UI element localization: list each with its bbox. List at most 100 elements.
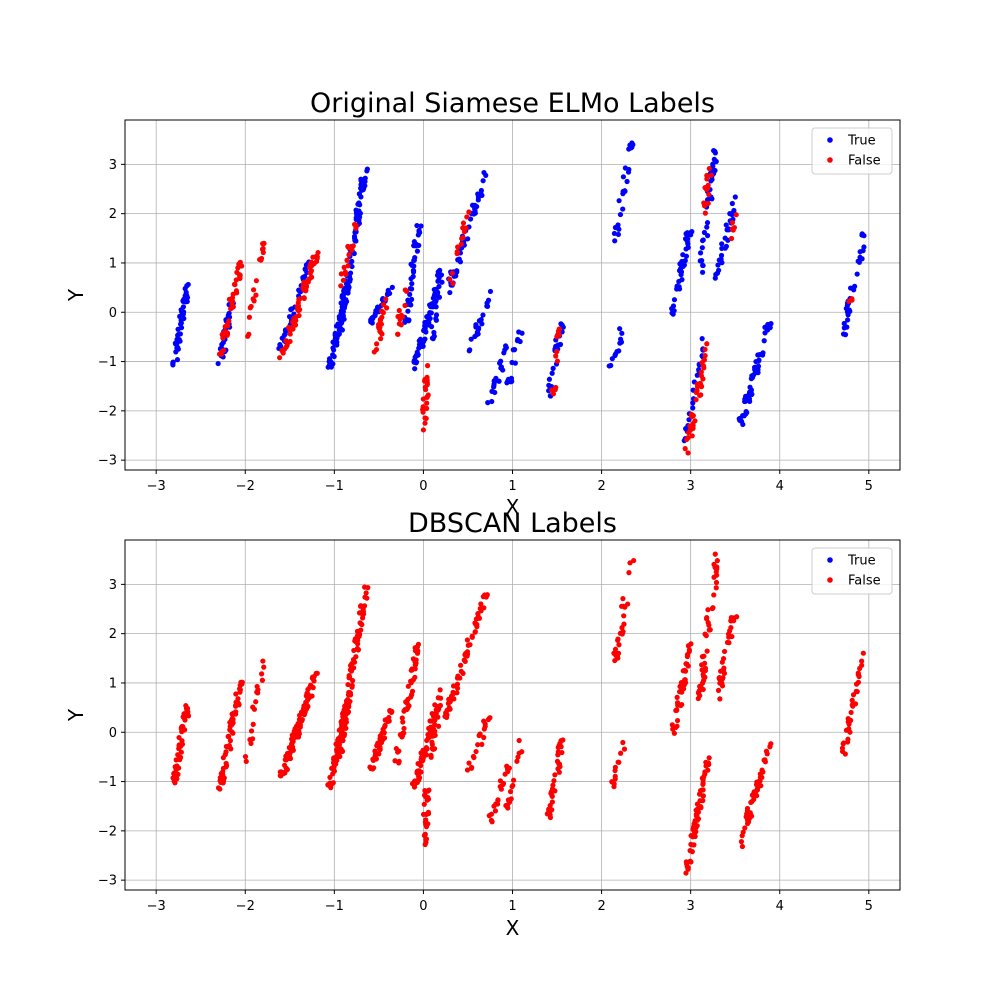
scatter-point	[360, 609, 366, 615]
scatter-point	[860, 650, 866, 656]
scatter-point	[284, 766, 290, 773]
scatter-point	[361, 603, 368, 609]
scatter-point	[674, 717, 681, 724]
scatter-point	[699, 269, 706, 275]
scatter-point	[293, 734, 300, 740]
scatter-point	[338, 271, 344, 277]
scatter-point	[497, 778, 504, 784]
scatter-point	[290, 326, 296, 332]
scatter-point	[704, 648, 710, 654]
scatter-point	[443, 711, 450, 718]
scatter-point	[841, 325, 847, 331]
plot-area-top: −3 −2 −1 0 1 2 3 4 5 −3 −2 −1 0 1 2 3 True False	[98, 119, 901, 494]
scatter-point	[484, 303, 490, 309]
scatter-point	[498, 358, 504, 364]
x-axis-label-top: X	[506, 495, 520, 519]
scatter-point	[466, 209, 472, 215]
scatter-point	[279, 347, 285, 354]
scatter-point	[617, 326, 623, 332]
chart-title-bottom: DBSCAN Labels	[408, 508, 617, 539]
chart-title-top: Original Siamese ELMo Labels	[310, 88, 715, 119]
scatter-point	[738, 839, 745, 845]
scatter-point	[556, 761, 563, 767]
scatter-point	[423, 817, 429, 823]
scatter-point	[342, 705, 348, 712]
scatter-point	[704, 220, 711, 226]
scatter-point	[467, 347, 473, 353]
scatter-point	[683, 246, 689, 252]
scatter-point	[361, 176, 367, 183]
scatter-point	[326, 362, 332, 369]
x-tick-label: 2	[597, 479, 605, 494]
scatter-point	[475, 610, 481, 617]
scatter-point	[684, 653, 690, 660]
scatter-point	[850, 703, 856, 709]
scatter-point	[412, 662, 418, 668]
scatter-point	[616, 198, 622, 204]
scatter-point	[219, 349, 225, 355]
scatter-point	[340, 723, 347, 729]
scatter-point	[349, 684, 355, 690]
scatter-point	[500, 367, 506, 373]
scatter-point	[557, 341, 564, 348]
scatter-point	[420, 749, 426, 755]
scatter-point	[302, 266, 308, 272]
scatter-point	[424, 363, 431, 369]
scatter-point	[700, 262, 706, 269]
scatter-point	[754, 786, 761, 792]
scatter-point	[726, 640, 732, 646]
scatter-point	[736, 416, 742, 422]
scatter-point	[702, 346, 708, 353]
scatter-point	[514, 758, 520, 764]
scatter-point	[377, 746, 383, 753]
scatter-point	[359, 615, 366, 621]
scatter-point	[493, 375, 499, 381]
scatter-point	[219, 331, 225, 338]
scatter-point	[706, 165, 712, 172]
scatter-point	[489, 388, 495, 395]
y-tick-label: 3	[109, 578, 117, 593]
y-tick-label: −1	[98, 775, 117, 790]
scatter-point	[480, 178, 486, 184]
scatter-point	[728, 618, 735, 624]
scatter-point	[617, 336, 624, 342]
scatter-point	[510, 777, 517, 783]
scatter-point	[560, 324, 566, 330]
scatter-point	[334, 748, 340, 755]
scatter-point	[461, 657, 467, 663]
scatter-point	[707, 627, 713, 633]
scatter-point	[460, 220, 467, 226]
scatter-point	[250, 704, 256, 710]
scatter-point	[549, 370, 555, 376]
series-true	[170, 140, 867, 444]
scatter-point	[315, 249, 321, 256]
scatter-point	[239, 679, 245, 685]
scatter-point	[248, 740, 254, 747]
scatter-point	[481, 734, 487, 741]
scatter-point	[621, 746, 628, 752]
scatter-point	[341, 299, 347, 306]
scatter-point	[502, 347, 508, 353]
y-tick-label: −2	[98, 824, 117, 839]
scatter-point	[859, 662, 865, 668]
scatter-point	[447, 289, 453, 296]
scatter-point	[620, 174, 627, 180]
scatter-point	[697, 250, 704, 256]
scatter-point	[549, 799, 555, 805]
scatter-point	[555, 749, 561, 755]
scatter-point	[408, 678, 414, 684]
scatter-point	[708, 172, 714, 178]
scatter-point	[450, 691, 456, 697]
scatter-point	[695, 809, 701, 815]
scatter-point	[336, 316, 343, 322]
scatter-point	[430, 746, 436, 752]
scatter-point	[550, 787, 556, 793]
scatter-point	[721, 648, 728, 655]
legend-label-true: True	[847, 554, 876, 569]
scatter-point	[555, 766, 561, 772]
scatter-point	[260, 245, 266, 252]
x-tick-label: −1	[325, 479, 344, 494]
scatter-point	[624, 178, 630, 185]
scatter-point	[305, 277, 311, 284]
scatter-point	[333, 332, 340, 338]
